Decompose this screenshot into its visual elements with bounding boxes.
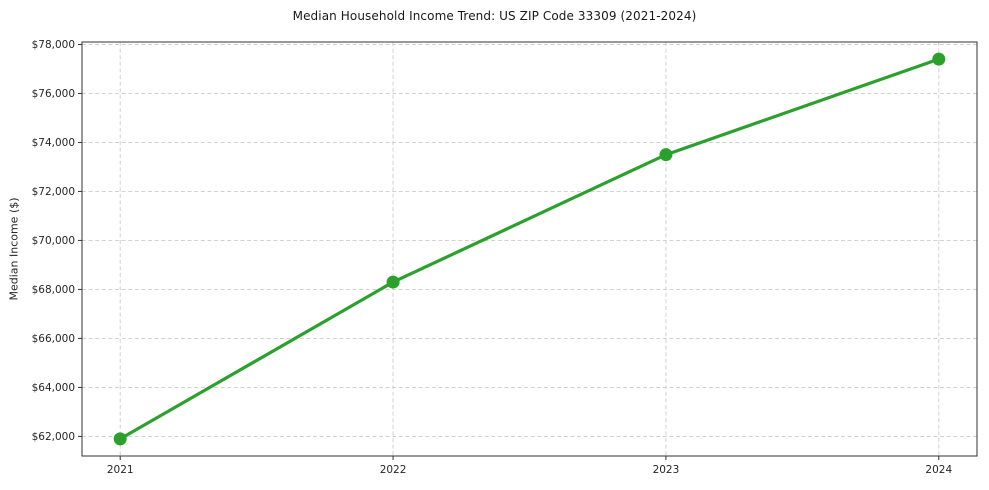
y-tick-label: $68,000 [32,284,75,296]
data-point-marker [386,275,400,289]
data-point-marker [659,148,673,162]
x-tick-label: 2024 [925,464,952,476]
income-trend-line [118,57,941,441]
x-tick-label: 2021 [107,464,134,476]
y-tick-label: $62,000 [32,431,75,443]
data-point-marker [932,52,946,66]
y-tick-label: $70,000 [32,235,75,247]
y-tick-label: $78,000 [32,39,75,51]
y-tick-label: $72,000 [32,186,75,198]
y-tick-label: $64,000 [32,382,75,394]
x-tick-label: 2023 [653,464,680,476]
x-tick-label: 2022 [380,464,407,476]
chart-title: Median Household Income Trend: US ZIP Co… [292,9,697,23]
data-point-marker [113,432,127,446]
y-tick-label: $74,000 [32,137,75,149]
axes-spines [81,41,978,457]
y-tick-label: $66,000 [32,333,75,345]
y-tick-label: $76,000 [32,88,75,100]
